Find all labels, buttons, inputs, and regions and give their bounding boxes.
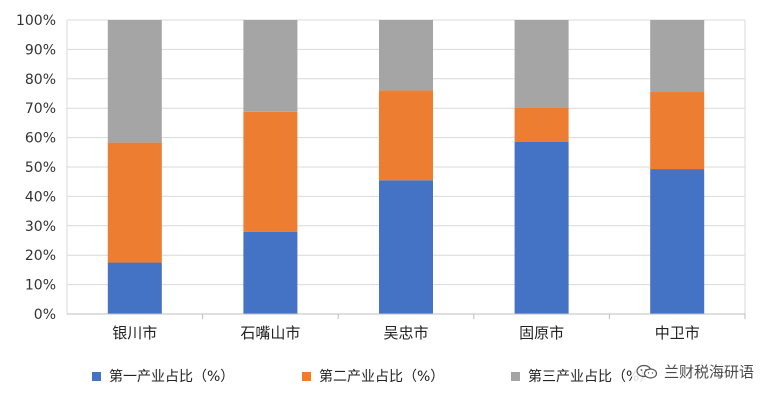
chart-legend: 第一产业占比（%） 第二产业占比（%） 第三产业占比（%） [0,366,768,388]
legend-swatch-series-1 [92,371,101,381]
y-tick-label: 90% [25,42,56,58]
legend-label-series-2: 第二产业占比（%） [319,369,445,385]
bar-2-1 [107,142,162,263]
legend-item-series-2: 第二产业占比（%） [302,366,444,386]
bar-1-3 [379,180,433,314]
bar-3-1 [107,20,162,143]
legend-swatch-series-3 [511,371,520,381]
y-tick-label: 100% [16,13,56,29]
legend-swatch-series-2 [302,371,311,381]
bar-3-2 [243,20,298,112]
bar-2-2 [243,111,298,232]
x-tick-label: 银川市 [112,324,157,342]
y-tick-label: 40% [25,189,56,205]
y-tick-label: 80% [25,72,56,88]
wechat-icon [636,364,658,379]
bar-2-5 [650,92,705,170]
watermark: 兰财税海研语 [631,359,758,384]
bar-3-3 [379,20,433,91]
y-tick-label: 10% [25,278,56,294]
bar-1-2 [243,231,298,314]
x-tick-label: 中卫市 [655,324,700,342]
legend-label-series-3: 第三产业占比（%） [528,369,654,385]
bar-1-5 [650,169,705,314]
legend-item-series-3: 第三产业占比（%） [511,366,653,386]
x-tick-label: 吴忠市 [383,324,428,342]
legend-label-series-1: 第一产业占比（%） [109,369,235,385]
y-tick-label: 70% [25,101,56,117]
legend-item-series-1: 第一产业占比（%） [92,366,234,386]
bar-3-5 [650,20,705,93]
bar-2-3 [379,90,433,181]
y-tick-label: 50% [25,160,56,176]
bar-2-4 [514,107,569,143]
y-tick-label: 20% [25,248,56,264]
bar-1-1 [107,262,162,314]
y-tick-label: 30% [25,219,56,235]
x-tick-label: 固原市 [519,324,564,342]
y-tick-label: 0% [34,307,56,323]
y-tick-label: 60% [25,131,56,147]
bar-3-4 [514,20,569,108]
bar-1-4 [514,142,569,314]
x-tick-label: 石嘴山市 [240,324,300,342]
watermark-text: 兰财税海研语 [663,363,754,381]
